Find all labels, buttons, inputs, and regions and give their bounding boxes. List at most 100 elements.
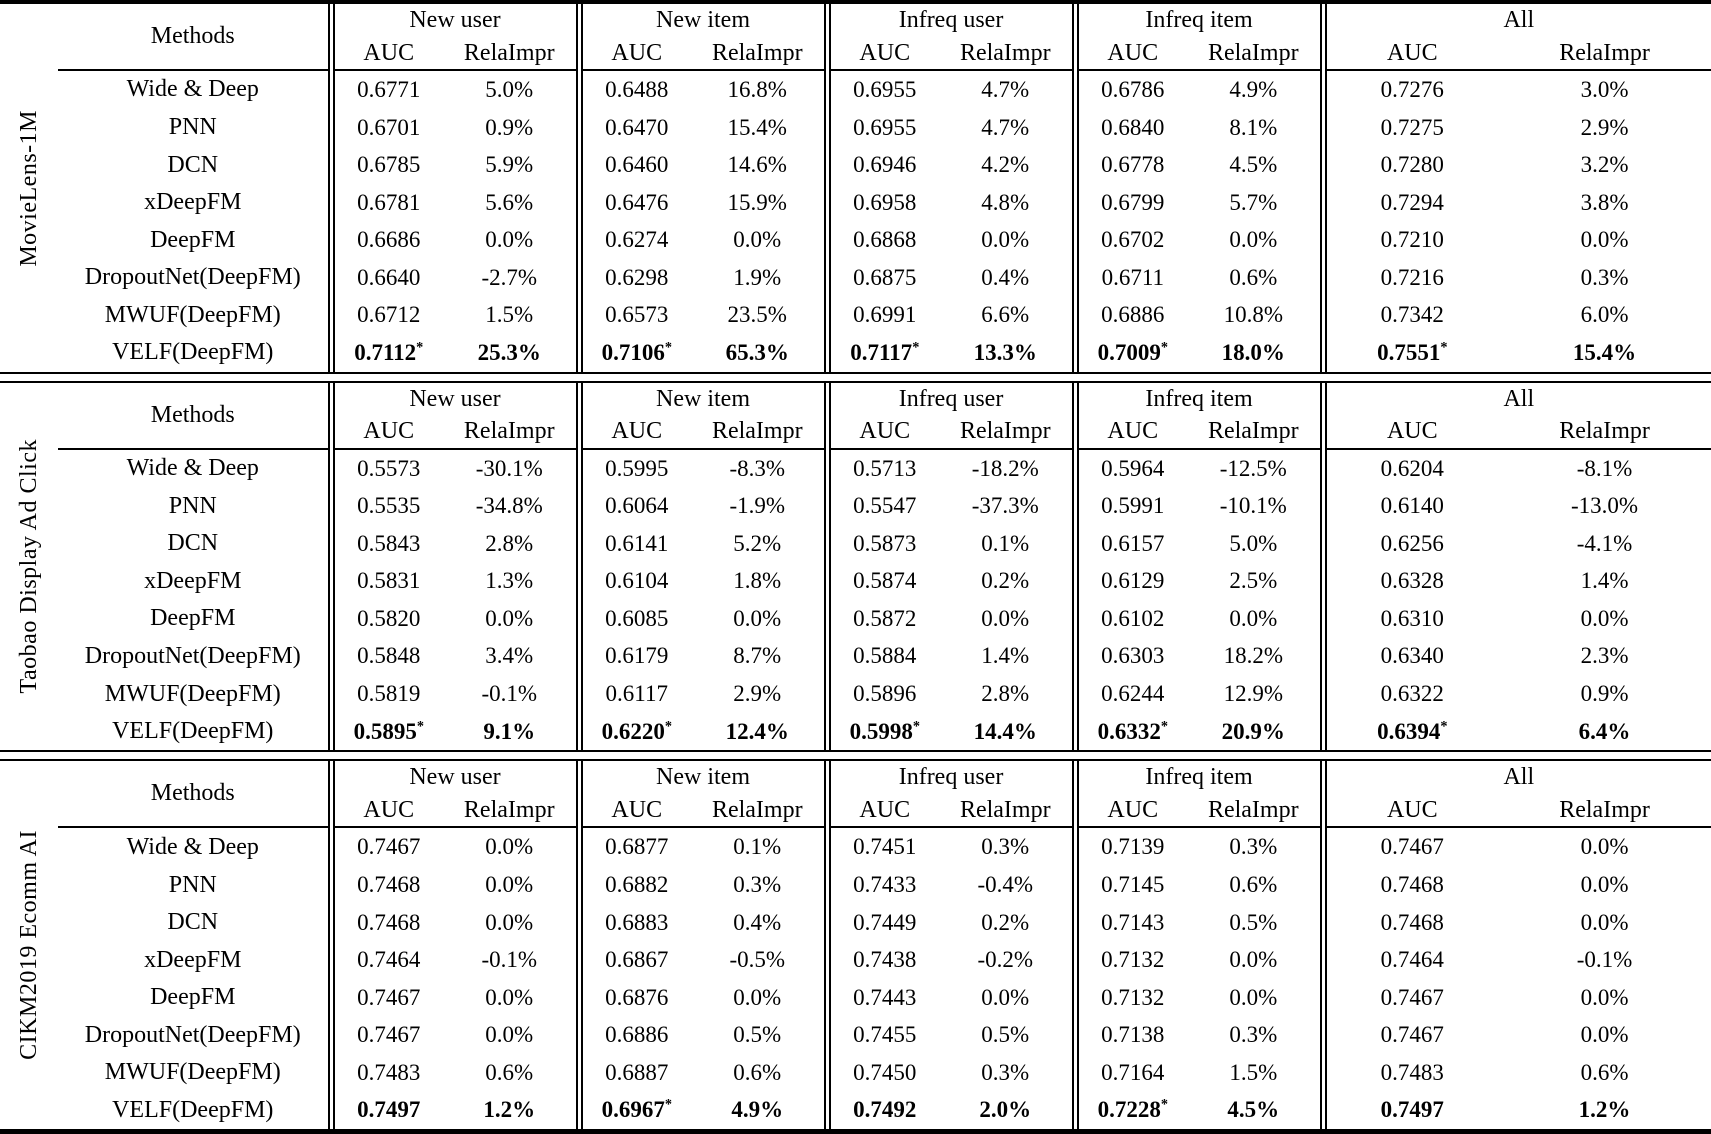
- relaimpr-cell: 4.9%: [731, 1097, 784, 1123]
- auc-header: AUC: [823, 415, 940, 450]
- methods-header: Methods: [58, 4, 331, 71]
- method-cell: DeepFM: [150, 226, 236, 253]
- results-table: Methods New user New item Infreq user In…: [58, 4, 1711, 372]
- auc-cell: 0.5896: [823, 675, 940, 713]
- auc-header: AUC: [823, 37, 940, 71]
- relaimpr-cell: -2.7%: [481, 264, 538, 290]
- method-cell: MWUF(DeepFM): [104, 1059, 281, 1086]
- method-cell: PNN: [168, 114, 217, 141]
- relaimpr-cell: 0.3%: [981, 1059, 1030, 1085]
- table-row: Wide & Deep 0.6771 5.0% 0.6488 16.8% 0.6955 4.…: [58, 70, 1711, 109]
- auc-cell: 0.5991: [1071, 487, 1188, 526]
- auc-cell: 0.6786: [1071, 70, 1188, 109]
- relaimpr-cell: 0.0%: [1229, 984, 1278, 1010]
- auc-cell: 0.6322: [1319, 675, 1499, 713]
- auc-cell: 0.5535: [327, 487, 443, 526]
- relaimpr-cell: 0.3%: [1229, 834, 1278, 860]
- relaimpr-header: RelaImpr: [691, 415, 828, 450]
- relaimpr-cell: 0.2%: [981, 909, 1030, 935]
- relaimpr-cell: 0.0%: [1580, 909, 1629, 935]
- auc-cell: 0.6886: [575, 1016, 691, 1054]
- relaimpr-cell: 0.9%: [485, 114, 534, 140]
- auc-cell: 0.6958: [823, 183, 940, 222]
- auc-cell: 0.7468: [327, 866, 443, 904]
- method-cell: PNN: [168, 492, 217, 519]
- auc-cell: 0.6711: [1071, 259, 1188, 297]
- relaimpr-cell: 23.5%: [727, 302, 787, 328]
- method-cell: DeepFM: [150, 605, 236, 632]
- auc-cell: 0.6882: [575, 866, 691, 904]
- group-header-new-item: New item: [575, 4, 828, 37]
- method-cell: DCN: [167, 909, 219, 936]
- method-cell: xDeepFM: [144, 189, 242, 216]
- group-header-infreq-item: Infreq item: [1071, 382, 1324, 416]
- significance-asterisk: *: [1160, 339, 1168, 356]
- relaimpr-cell: 18.0%: [1221, 339, 1285, 365]
- results-table: Methods New user New item Infreq user In…: [58, 761, 1711, 1130]
- auc-cell: 0.6771: [327, 70, 443, 109]
- relaimpr-cell: 0.0%: [1580, 834, 1629, 860]
- method-cell: xDeepFM: [144, 946, 242, 973]
- relaimpr-cell: 1.9%: [733, 264, 782, 290]
- auc-cell: 0.6140: [1319, 487, 1499, 526]
- significance-asterisk: *: [416, 717, 424, 734]
- auc-cell: 0.7117*: [823, 334, 940, 372]
- auc-cell: 0.7483: [327, 1053, 443, 1092]
- relaimpr-cell: 4.8%: [981, 189, 1030, 215]
- auc-cell: 0.7112*: [327, 334, 443, 372]
- auc-cell: 0.5872: [823, 600, 940, 638]
- auc-cell: 0.5848: [327, 637, 443, 676]
- relaimpr-cell: 15.4%: [1572, 339, 1637, 365]
- auc-cell: 0.7106*: [575, 334, 691, 372]
- relaimpr-cell: 1.2%: [1578, 1097, 1631, 1123]
- table-row: VELF(DeepFM) 0.7497 1.2% 0.6967* 4.9% 0.7492 2…: [58, 1091, 1711, 1130]
- auc-cell: 0.5874: [823, 562, 940, 601]
- relaimpr-cell: -0.2%: [977, 947, 1034, 973]
- relaimpr-cell: 0.0%: [485, 227, 534, 253]
- auc-cell: 0.7497: [327, 1091, 443, 1130]
- auc-cell: 0.6220*: [575, 712, 691, 751]
- auc-cell: 0.5843: [327, 525, 443, 563]
- method-cell: DCN: [167, 530, 219, 557]
- auc-cell: 0.7143: [1071, 903, 1188, 942]
- table-row: Wide & Deep 0.7467 0.0% 0.6877 0.1% 0.7451 0.3…: [58, 827, 1711, 867]
- auc-cell: 0.6712: [327, 296, 443, 335]
- auc-cell: 0.7438: [823, 941, 940, 979]
- auc-cell: 0.6781: [327, 183, 443, 222]
- relaimpr-header: RelaImpr: [1498, 37, 1711, 71]
- relaimpr-cell: 2.8%: [485, 530, 534, 556]
- relaimpr-cell: -0.1%: [481, 681, 538, 707]
- auc-cell: 0.6460: [575, 146, 691, 184]
- table-row: MWUF(DeepFM) 0.6712 1.5% 0.6573 23.5% 0.6991 6…: [58, 296, 1711, 335]
- relaimpr-cell: 18.2%: [1223, 643, 1283, 669]
- relaimpr-cell: 12.4%: [725, 718, 789, 744]
- relaimpr-header: RelaImpr: [939, 794, 1076, 829]
- auc-cell: 0.6886: [1071, 296, 1188, 335]
- relaimpr-cell: 1.2%: [483, 1097, 536, 1123]
- relaimpr-cell: 13.3%: [973, 339, 1037, 365]
- auc-cell: 0.6129: [1071, 562, 1188, 601]
- relaimpr-cell: 0.2%: [981, 568, 1030, 594]
- group-header-infreq-user: Infreq user: [823, 4, 1076, 37]
- dataset-label-gutter: CIKM2019 Ecomm AI: [0, 761, 58, 1129]
- dataset-section-movielens-1m: MovieLens-1M Methods New user New item I…: [0, 4, 1711, 372]
- significance-asterisk: *: [664, 1096, 672, 1113]
- auc-cell: 0.6244: [1071, 675, 1188, 713]
- subcolumn-header-row: AUC RelaImpr AUC RelaImpr AUC RelaImpr A…: [58, 794, 1711, 829]
- relaimpr-cell: 0.5%: [981, 1022, 1030, 1048]
- auc-cell: 0.7467: [327, 827, 443, 867]
- auc-cell: 0.6883: [575, 903, 691, 942]
- relaimpr-cell: 0.0%: [1229, 947, 1278, 973]
- relaimpr-cell: 2.8%: [981, 681, 1030, 707]
- relaimpr-cell: 5.6%: [485, 189, 534, 215]
- method-cell: xDeepFM: [144, 567, 242, 594]
- relaimpr-cell: 0.3%: [1580, 264, 1629, 290]
- relaimpr-cell: 0.0%: [1580, 1022, 1629, 1048]
- relaimpr-cell: 0.0%: [981, 984, 1030, 1010]
- auc-header: AUC: [1319, 415, 1499, 450]
- relaimpr-cell: 3.2%: [1580, 152, 1629, 178]
- relaimpr-cell: 0.5%: [1229, 909, 1278, 935]
- auc-cell: 0.6967*: [575, 1091, 691, 1130]
- significance-asterisk: *: [664, 717, 672, 734]
